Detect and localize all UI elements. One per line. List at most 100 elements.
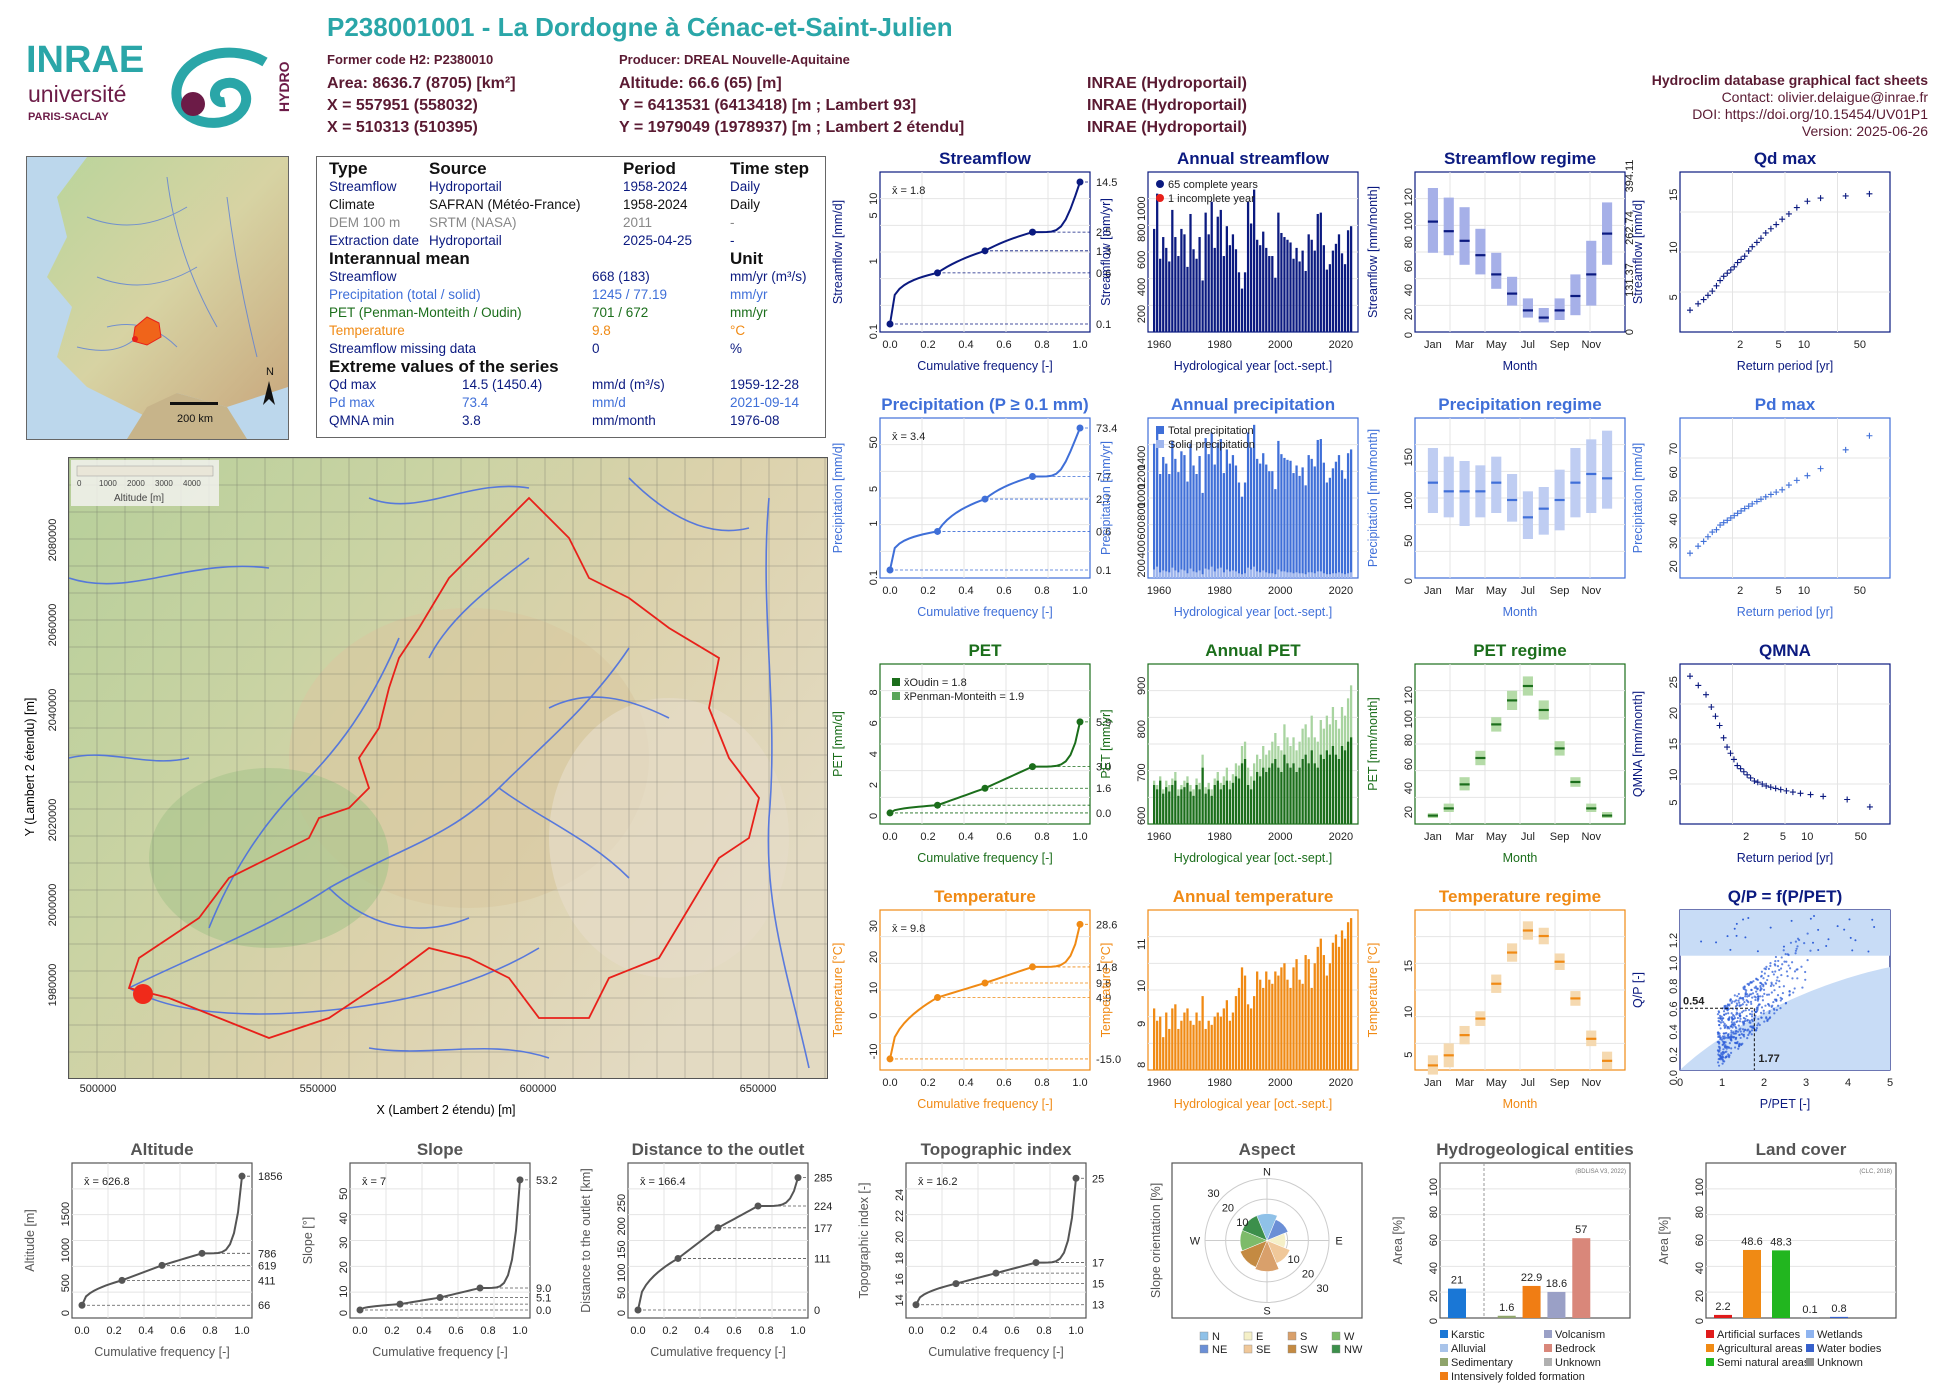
mean-label: x̄ = 9.8 [892, 923, 925, 935]
scatter-point [1748, 1019, 1751, 1022]
info-cell: SRTM (NASA) [429, 215, 517, 230]
x-tick-label: Mar [1455, 1077, 1474, 1089]
y-tick-label: 120 [1403, 686, 1415, 704]
scatter-point [1762, 983, 1765, 987]
annual-bar [1243, 759, 1247, 824]
x-tick-label: Sep [1550, 1077, 1570, 1089]
regime-box [1570, 274, 1581, 316]
solid-bar [1259, 572, 1262, 578]
x-tick-label: 5 [1775, 585, 1781, 597]
x-tick-label: 2 [1737, 585, 1743, 597]
doi: DOI: https://doi.org/10.15454/UV01P1 [1692, 106, 1928, 122]
scatter-point [1737, 1024, 1740, 1027]
scatter-point [1761, 999, 1765, 1002]
map-legend-tick: 0 [77, 479, 82, 488]
chart-title: Hydrogeological entities [1436, 1140, 1633, 1159]
annual-bar [1165, 787, 1168, 824]
solid-bar [1171, 567, 1174, 578]
scatter-point [1732, 1017, 1735, 1020]
solid-bar [1277, 569, 1280, 578]
annual-bar [1210, 1024, 1213, 1070]
annual-bar [1340, 470, 1344, 578]
scatter-point [1738, 1033, 1741, 1036]
right-label: 0.0 [536, 1305, 551, 1317]
annual-bar [1192, 249, 1195, 332]
solid-bar [1274, 574, 1277, 578]
legend-label: Karstic [1451, 1329, 1485, 1341]
frequency-point [1734, 510, 1741, 517]
x-tick-label: 1.0 [512, 1325, 527, 1337]
annual-bar [1186, 481, 1189, 578]
scatter-point [1724, 1004, 1727, 1007]
info-cell: Hydroportail [429, 233, 502, 248]
legend-label: Semi natural areas [1717, 1357, 1810, 1369]
frequency-point [1745, 247, 1752, 254]
scatter-point [1768, 1010, 1771, 1013]
annual-bar [1168, 474, 1171, 578]
scatter-point [1746, 993, 1749, 996]
annual-bar [1204, 793, 1207, 824]
scatter-point [1730, 1012, 1733, 1015]
info-cell: Daily [730, 197, 761, 212]
solid-bar [1313, 573, 1316, 578]
x-tick-label: Jul [1521, 1077, 1535, 1089]
x-tick-label: 0.2 [106, 1325, 121, 1337]
regime-box [1586, 240, 1597, 306]
annual-bar [1222, 256, 1225, 332]
annual-bar [1222, 1008, 1225, 1070]
scatter-point [1735, 1013, 1738, 1016]
info-header-period: Period [623, 159, 676, 178]
y-tick-label: 0.6 [1668, 1001, 1680, 1016]
x-tick-label: 0.2 [920, 831, 935, 843]
x-tick-label: 0.6 [996, 585, 1011, 597]
compass-label: E [1335, 1236, 1342, 1248]
x-axis-label: Month [1503, 1097, 1538, 1111]
solid-bar [1322, 573, 1325, 578]
legend-swatch [1156, 194, 1164, 202]
scatter-point [1774, 970, 1777, 973]
scatter-point [1722, 1037, 1725, 1040]
scatter-point [1772, 1000, 1775, 1004]
scatter-point [1788, 989, 1791, 993]
right-label: 9.0 [536, 1283, 551, 1295]
scatter-point [1735, 1008, 1739, 1011]
chart-title: Q/P = f(P/PET) [1728, 887, 1842, 906]
scatter-point [1782, 985, 1785, 988]
y-tick-label: 50 [616, 1287, 628, 1299]
solid-bar [1325, 574, 1328, 578]
scatter-point [1780, 956, 1783, 959]
y-axis-label: PET [mm/month] [1366, 697, 1380, 791]
annual-bar [1171, 440, 1174, 578]
y-tick-label: 10 [1136, 980, 1148, 992]
frequency-point [1763, 782, 1770, 789]
annual-bar [1234, 996, 1238, 1070]
scatter-point [1763, 1020, 1766, 1023]
scatter-point [1775, 1008, 1778, 1012]
annual-bar [1198, 789, 1201, 824]
y-tick-label: -10 [868, 1043, 880, 1059]
x-tick-label: Jul [1521, 585, 1535, 597]
annual-bar [1304, 485, 1307, 578]
scatter-point [1787, 953, 1790, 957]
y-tick-label: 60 [1694, 1234, 1706, 1246]
scatter-point [1764, 1004, 1767, 1007]
scatter-point [1749, 981, 1752, 984]
annual-bar [1289, 767, 1292, 824]
chart-title: Annual streamflow [1177, 149, 1330, 168]
x-tick-label: 10 [1798, 339, 1810, 351]
info-cell: 73.4 [462, 395, 489, 410]
annual-bar [1331, 746, 1335, 824]
annual-bar [1322, 759, 1325, 824]
frequency-point [1720, 519, 1727, 526]
paris-saclay-logo-text: PARIS-SACLAY [28, 111, 109, 123]
scatter-point [1718, 1035, 1721, 1038]
right-tick-label: 131.37 [1624, 263, 1636, 297]
x-tick-label: 1.0 [1072, 1077, 1087, 1089]
chart-title: PET regime [1473, 641, 1567, 660]
annual-bar [1183, 234, 1186, 332]
annual-bar [1246, 201, 1250, 332]
annual-bar [1280, 772, 1283, 824]
x-tick-label: 2 [1743, 831, 1749, 843]
annual-bar [1325, 269, 1328, 332]
y-tick-label: 1000 [1136, 196, 1148, 220]
